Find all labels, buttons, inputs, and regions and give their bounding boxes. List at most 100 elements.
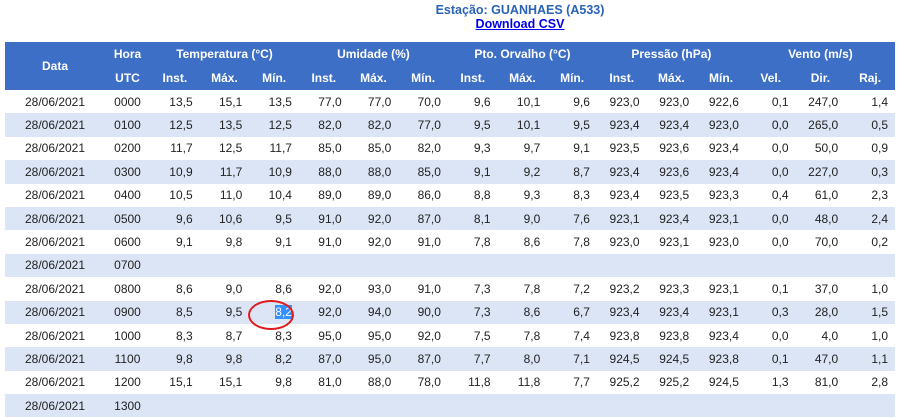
table-cell (646, 253, 697, 278)
column-header: Hora (105, 42, 150, 66)
table-cell: 12,5 (249, 113, 299, 137)
table-cell: 0,1 (745, 347, 796, 371)
table-cell: 923,8 (696, 347, 746, 371)
table-cell: 925,2 (659, 375, 690, 390)
table-cell (447, 394, 498, 418)
table-cell: 1,4 (871, 94, 888, 109)
table-cell: 923,0 (708, 235, 739, 250)
table-cell (845, 253, 895, 278)
table-cell: 8,3 (175, 328, 193, 343)
table-cell: 7,7 (447, 347, 498, 371)
table-cell: 923,0 (659, 94, 690, 109)
table-cell: 15,1 (218, 375, 243, 390)
table-cell: 1,1 (845, 347, 895, 371)
table-cell: 28/06/2021 (24, 328, 86, 343)
table-cell: 15,1 (218, 94, 243, 109)
table-cell: 9,8 (275, 375, 292, 390)
table-cell: 923,2 (609, 281, 640, 296)
table-cell: 87,0 (298, 347, 349, 371)
table-cell: 28/06/2021 (24, 141, 86, 156)
table-cell: 8,6 (175, 281, 193, 296)
table-cell: 923,6 (646, 160, 697, 184)
table-cell (745, 253, 796, 278)
table-cell: 77,0 (398, 113, 448, 137)
table-cell: 923,5 (609, 141, 640, 156)
data-row: 28/06/2021 0500 9,6 10,6 9,5 91,0 92,0 87,0 8,1 9… (5, 206, 895, 231)
table-cell: 28/06/2021 (24, 375, 86, 390)
table-cell (547, 394, 597, 418)
table-cell: 50,0 (814, 141, 839, 156)
column-subheader: Inst. (447, 66, 498, 90)
table-cell: 923,4 (708, 328, 739, 343)
table-cell: 92,0 (367, 235, 392, 250)
table-cell: 1100 (105, 347, 150, 371)
table-cell: 0300 (105, 160, 150, 184)
table-cell (398, 253, 448, 278)
table-cell: 85,0 (398, 160, 448, 184)
table-cell: 0,0 (745, 206, 796, 231)
table-cell: 923,4 (609, 188, 640, 203)
table-cell: 85,0 (367, 141, 392, 156)
table-cell: 92,0 (298, 300, 349, 324)
data-table: Data Hora Temperatura (°C) Umidade (%) Pto. … (5, 42, 895, 418)
table-cell (596, 253, 647, 278)
table-cell: 10,1 (516, 94, 541, 109)
table-cell: 9,3 (473, 141, 491, 156)
data-row: 28/06/2021 0000 13,5 15,1 13,5 77,0 77,0 70,0 9,… (5, 90, 895, 113)
table-cell: 8,2 (249, 347, 299, 371)
table-cell: 923,1 (696, 300, 746, 324)
table-cell: 86,0 (417, 188, 441, 203)
table-cell: 78,0 (417, 375, 441, 390)
table-cell (795, 394, 846, 418)
table-cell (348, 253, 399, 278)
table-cell: 924,5 (708, 375, 739, 390)
table-cell: 7,3 (473, 281, 491, 296)
table-cell: 91,0 (417, 235, 441, 250)
column-subheader: Mín. (249, 66, 299, 90)
download-link[interactable]: Download CSV (475, 17, 565, 31)
table-cell: 2,8 (871, 375, 888, 390)
data-row: 28/06/2021 1000 8,3 8,7 8,3 95,0 95,0 92,0 7,5 7,… (5, 324, 895, 347)
subheader-row: UTC Inst. Máx. Mín. Inst. Máx. Mín. Inst. Máx. Mí… (5, 66, 895, 90)
column-subheader: Máx. (348, 66, 399, 90)
table-cell: 82,0 (417, 141, 441, 156)
table-cell: 8,5 (150, 300, 200, 324)
column-subheader: Máx. (199, 66, 250, 90)
table-cell: 85,0 (318, 141, 342, 156)
table-cell: 92,0 (348, 206, 399, 231)
table-cell: 28/06/2021 (5, 206, 105, 231)
table-cell (497, 394, 548, 418)
table-cell: 0,2 (871, 235, 888, 250)
table-cell: 9,7 (523, 141, 541, 156)
table-cell: 28/06/2021 (24, 188, 86, 203)
table-cell: 923,6 (659, 141, 690, 156)
table-cell: 95,0 (348, 347, 399, 371)
table-cell: 0600 (114, 235, 141, 250)
table-cell: 11,0 (219, 188, 243, 203)
table-cell: 7,8 (523, 328, 541, 343)
table-cell: 89,0 (367, 188, 392, 203)
table-cell: 1000 (114, 328, 141, 343)
column-subheader: Mín. (696, 66, 746, 90)
table-cell: 9,8 (225, 235, 243, 250)
table-cell: 95,0 (318, 328, 342, 343)
table-cell: 0,4 (771, 188, 789, 203)
table-cell: 9,5 (199, 300, 250, 324)
table-cell: 11,7 (170, 141, 193, 156)
column-subheader: UTC (105, 66, 150, 90)
data-row: 28/06/2021 0300 10,9 11,7 10,9 88,0 88,0 85,0 9,… (5, 160, 895, 184)
table-cell: 923,0 (609, 94, 640, 109)
table-cell: 1200 (114, 375, 141, 390)
table-cell: 923,8 (609, 328, 640, 343)
table-cell: 925,2 (609, 375, 640, 390)
table-cell: 8,0 (497, 347, 548, 371)
table-cell: 9,5 (249, 206, 299, 231)
table-cell: 77,0 (318, 94, 342, 109)
column-subheader: Mín. (547, 66, 597, 90)
data-row: 28/06/2021 0700 (5, 253, 895, 278)
table-cell: 247,0 (808, 94, 839, 109)
table-cell: 9,1 (447, 160, 498, 184)
column-subheader: Máx. (497, 66, 548, 90)
table-cell: 88,0 (298, 160, 349, 184)
table-cell (199, 253, 250, 278)
